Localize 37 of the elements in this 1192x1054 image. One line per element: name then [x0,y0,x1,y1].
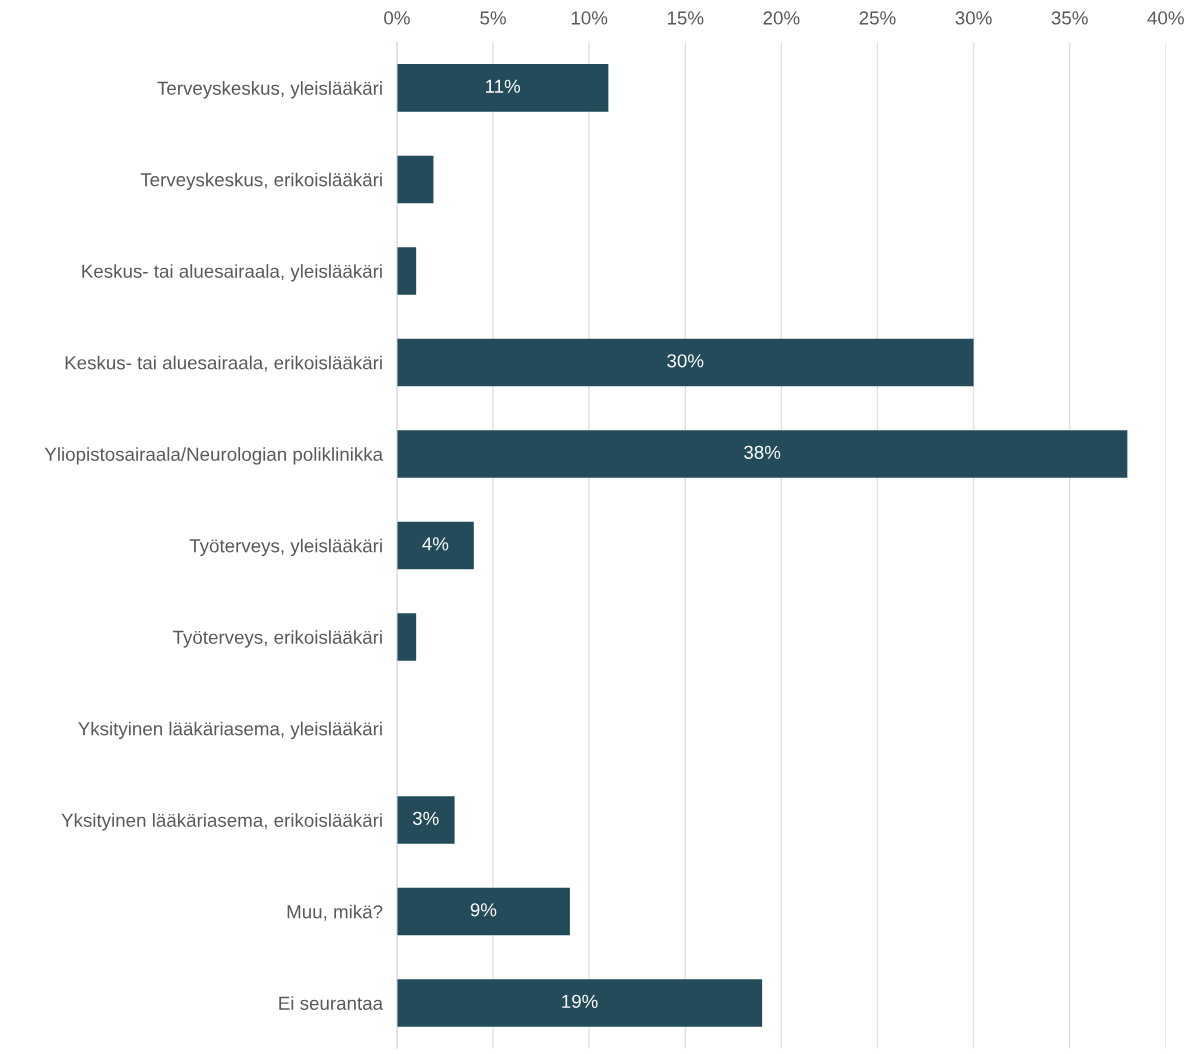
y-tick-label: Työterveys, yleislääkäri [189,538,382,557]
x-tick-label: 35% [1051,11,1088,25]
data-label: 38% [744,445,781,459]
x-tick-label: 0% [384,11,410,25]
y-tick-label: Yksityinen lääkäriasema, yleislääkäri [78,721,382,740]
y-tick-label: Keskus- tai aluesairaala, yleislääkäri [82,264,382,282]
bar [396,796,455,844]
data-label: 4% [422,537,449,551]
y-tick-label: Ei seurantaa [279,996,384,1010]
bar [396,155,434,204]
data-label: 19% [562,994,598,1009]
y-tick-label: Terveyskeskus, erikoislääkäri [140,172,382,191]
data-label: 9% [470,903,497,917]
x-tick-label: 25% [859,11,896,25]
data-label: 11% [486,79,521,93]
bar [396,247,417,295]
bar [396,521,474,570]
x-tick-label: 20% [763,11,800,25]
y-tick-label: Keskus- tai aluesairaala, erikoislääkäri [65,355,382,372]
y-tick-label: Yksityinen lääkäriasema, erikoislääkäri [61,813,382,831]
bar [396,430,1128,478]
y-tick-label: Terveyskeskus, yleislääkäri [157,81,382,99]
y-tick-label: Työterveys, erikoislääkäri [172,630,382,648]
x-tick-label: 40% [1147,11,1184,25]
y-tick-label: Yliopistosairaala/Neurologian poliklinikka [44,447,384,465]
x-tick-label: 15% [667,11,704,25]
x-tick-label: 30% [955,11,992,25]
x-tick-label: 5% [480,11,506,25]
data-label: 30% [667,354,704,368]
x-tick-label: 10% [571,11,608,25]
bar [396,887,570,936]
bar [396,613,417,661]
y-tick-label: Muu, mikä? [287,904,383,921]
bar [396,338,974,387]
bar [396,64,609,112]
data-label: 3% [412,811,439,825]
bar [396,979,763,1027]
